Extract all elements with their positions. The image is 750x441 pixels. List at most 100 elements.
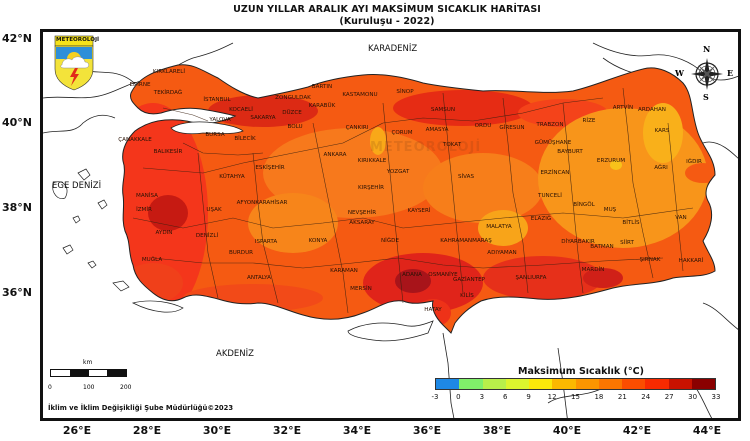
credit-text: İklim ve İklim Değişikliği Şube Müdürlüğ… [48, 404, 234, 412]
province-label: DÜZCE [282, 110, 302, 116]
compass-e: E [727, 68, 734, 78]
province-label: BURSA [205, 132, 225, 138]
province-label: ELAZIĞ [530, 216, 552, 222]
province-label: BAYBURT [557, 149, 583, 155]
lat-label-36: 36°N [2, 286, 33, 299]
colorbar-swatch [436, 379, 460, 389]
province-label: BURDUR [228, 250, 254, 256]
lon-label-38: 38°E [482, 424, 512, 437]
province-label: ARTVİN [612, 105, 634, 111]
compass-n: N [703, 44, 711, 54]
province-label: ORDU [474, 123, 492, 129]
province-label: AKSARAY [349, 220, 375, 226]
province-label: YOZGAT [386, 169, 410, 175]
colorbar-tick-label: -3 [431, 393, 439, 401]
province-label: BOLU [287, 124, 303, 130]
lat-label-40: 40°N [2, 116, 33, 129]
province-label: SAKARYA [250, 115, 276, 121]
province-label: NEVŞEHİR [347, 210, 377, 216]
province-label: RİZE [582, 118, 596, 124]
province-label: VAN [675, 215, 687, 221]
province-label: SAMSUN [430, 107, 456, 113]
province-label: BİLECİK [234, 136, 256, 142]
temperature-map [43, 42, 738, 418]
province-label: ANTALYA [246, 275, 272, 281]
colorbar [435, 378, 716, 390]
province-label: GİRESUN [499, 125, 525, 131]
province-label: AĞRI [654, 165, 668, 171]
colorbar-swatch [622, 379, 646, 389]
province-label: KAHRAMANMARAŞ [440, 238, 492, 244]
province-label: MANİSA [136, 193, 158, 199]
province-label: AMASYA [425, 127, 449, 133]
colorbar-tick-label: 15 [571, 393, 580, 401]
province-label: KASTAMONU [342, 92, 378, 98]
province-label: KOCAELİ [229, 107, 253, 113]
province-label: KARAMAN [330, 268, 358, 274]
sea-label-aegean: EGE DENİZİ [52, 181, 102, 191]
province-label: UŞAK [206, 207, 222, 213]
colorbar-ticks: -3 0 3 6 9 12 15 18 21 24 27 30 33 [431, 393, 721, 403]
province-label: KIRKLARELİ [152, 69, 186, 75]
province-label: AFYONKARAHİSAR [236, 200, 288, 206]
province-label: İSTANBUL [203, 97, 231, 103]
province-label: ÇORUM [391, 130, 413, 136]
province-label: IĞDIR [686, 159, 702, 165]
province-label: KİLİS [460, 293, 474, 299]
province-label: BARTIN [311, 84, 333, 90]
province-label: ANKARA [323, 152, 347, 158]
lon-label-28: 28°E [132, 424, 162, 437]
logo-text: METEOROLOJİ [56, 37, 100, 43]
map-frame [40, 29, 741, 421]
province-label: MERSİN [350, 286, 372, 292]
province-label: EDİRNE [129, 82, 151, 88]
colorbar-tick-label: 3 [479, 393, 485, 401]
province-label: ESKİŞEHİR [255, 165, 285, 171]
province-label: KARABÜK [308, 103, 336, 109]
province-label: GAZİANTEP [453, 277, 485, 283]
province-label: OSMANİYE [428, 272, 458, 278]
province-label: ŞANLIURFA [515, 275, 547, 281]
colorbar-tick-label: 33 [711, 393, 721, 401]
colorbar-tick-label: 27 [664, 393, 674, 401]
watermark: METEOROLOJİ [370, 140, 482, 155]
compass-s: S [703, 92, 709, 102]
map-subtitle: (Kuruluşu - 2022) [339, 16, 435, 27]
province-label: ISPARTA [254, 239, 278, 245]
map-title: UZUN YILLAR ARALIK AYI MAKSİMUM SICAKLIK… [233, 4, 541, 15]
lon-label-42: 42°E [622, 424, 652, 437]
lon-label-36: 36°E [412, 424, 442, 437]
colorbar-swatch [482, 379, 506, 389]
province-label: MUĞLA [141, 257, 163, 263]
colorbar-swatch [691, 379, 715, 389]
legend-title: Maksimum Sıcaklık (°C) [518, 366, 644, 377]
province-label: SİNOP [396, 89, 414, 95]
scale-unit: km [83, 359, 93, 366]
province-label: TRABZON [536, 122, 564, 128]
colorbar-swatch [529, 379, 553, 389]
colorbar-swatch [598, 379, 622, 389]
province-label: HAKKARİ [678, 258, 704, 264]
colorbar-tick-label: 21 [617, 393, 627, 401]
province-label: ADANA [402, 272, 422, 278]
colorbar-swatch [575, 379, 599, 389]
province-label: ÇANKIRI [345, 125, 369, 131]
province-label: GÜMÜŞHANE [534, 140, 572, 146]
province-label: ERZURUM [596, 158, 626, 164]
province-label: ARDAHAN [638, 107, 666, 113]
sea-label-mediterranean: AKDENİZ [216, 349, 254, 359]
scale-label-0: 0 [48, 384, 52, 391]
colorbar-swatch [505, 379, 529, 389]
province-label: DENİZLİ [195, 233, 219, 239]
province-label: SİİRT [620, 240, 634, 246]
colorbar-tick-label: 6 [503, 393, 508, 401]
province-label: BİTLİS [622, 220, 640, 226]
province-label: KIRIKKALE [357, 158, 387, 164]
province-label: KÜTAHYA [219, 174, 245, 180]
province-label: SİVAS [457, 174, 475, 180]
lat-label-38: 38°N [2, 201, 33, 214]
province-label: ERZİNCAN [540, 170, 570, 176]
province-label: AYDIN [155, 230, 173, 236]
meteoroloji-shield-logo-icon [54, 35, 94, 91]
province-label: ADIYAMAN [487, 250, 517, 256]
